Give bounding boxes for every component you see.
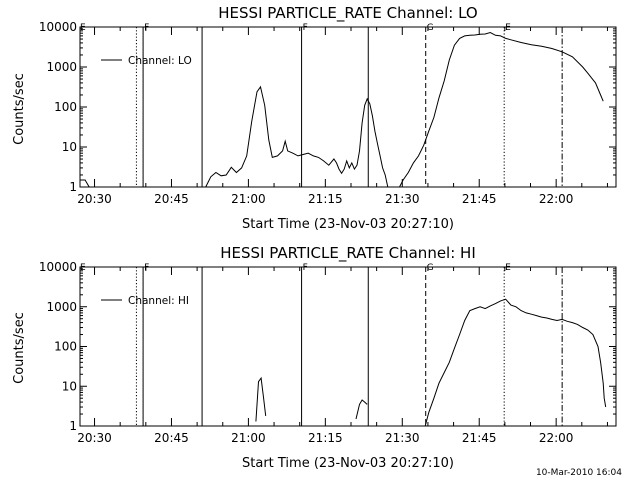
panel-lo-series-line (399, 31, 604, 188)
panel-lo-left-annotation: E (80, 23, 86, 33)
panel-lo-event-label: F (144, 23, 149, 33)
panel-hi-ytick-label: 10000 (39, 260, 77, 274)
panel-hi-event-label: E (505, 263, 511, 273)
panel-lo-xtick-label: 21:00 (231, 192, 266, 206)
panel-lo-ytick-label: 1 (69, 180, 77, 194)
panel-lo-ytick-label: 10000 (39, 20, 77, 34)
panel-lo-xtick-label: 20:45 (154, 192, 189, 206)
panel-hi-xtick-label: 20:30 (77, 431, 112, 445)
panel-lo-legend-label: Channel: LO (128, 55, 192, 67)
panel-lo-xtick-label: 20:30 (77, 192, 112, 206)
panel-lo-xtick-label: 21:45 (462, 192, 497, 206)
panel-hi-event-label: F (303, 263, 308, 273)
panel-hi-xtick-label: 21:15 (308, 431, 343, 445)
panel-lo-ytick-label: 100 (54, 100, 77, 114)
panel-lo: HESSI PARTICLE_RATE Channel: LO Counts/s… (12, 4, 617, 232)
panel-lo-series-line (80, 179, 95, 188)
panel-hi: HESSI PARTICLE_RATE Channel: HI Counts/s… (12, 244, 617, 471)
panel-lo-ytick-label: 10 (62, 140, 77, 154)
panel-hi-xtick-label: 21:45 (462, 431, 497, 445)
panel-lo-series-line (205, 85, 389, 188)
footer-timestamp: 10-Mar-2010 16:04 (536, 468, 622, 478)
panel-hi-xtick-label: 20:45 (154, 431, 189, 445)
panel-lo-xtick-label: 22:00 (539, 192, 574, 206)
panel-lo-ylabel: Counts/sec (12, 73, 27, 145)
panel-hi-event-label: F (144, 263, 149, 273)
panel-lo-title: HESSI PARTICLE_RATE Channel: LO (218, 4, 477, 23)
panel-lo-xtick-label: 21:30 (385, 192, 420, 206)
panel-hi-legend: Channel: HI (101, 295, 189, 307)
panel-hi-xtick-label: 22:00 (539, 431, 574, 445)
panel-hi-ytick-label: 1000 (46, 300, 77, 314)
panel-hi-ytick-label: 1 (69, 419, 77, 433)
panel-hi-event-label: G (427, 263, 434, 273)
panel-lo-xlabel: Start Time (23-Nov-03 20:27:10) (242, 217, 454, 232)
panel-hi-xtick-label: 21:30 (385, 431, 420, 445)
panel-hi-ylabel: Counts/sec (12, 312, 27, 384)
panel-hi-series-line (255, 376, 267, 422)
panel-hi-xtick-label: 21:00 (231, 431, 266, 445)
panel-hi-left-annotation: E (80, 263, 86, 273)
panel-hi-ytick-label: 100 (54, 340, 77, 354)
panel-lo-legend: Channel: LO (101, 55, 192, 67)
panel-hi-plot-frame (79, 266, 617, 427)
panel-lo-event-label: F (303, 23, 308, 33)
panel-hi-xlabel: Start Time (23-Nov-03 20:27:10) (242, 456, 454, 471)
panel-hi-series-line (355, 399, 368, 420)
panel-hi-series-line (424, 298, 607, 427)
panel-hi-title: HESSI PARTICLE_RATE Channel: HI (220, 244, 476, 263)
panel-lo-xtick-label: 21:15 (308, 192, 343, 206)
panel-lo-ytick-label: 1000 (46, 60, 77, 74)
panel-lo-event-label: E (505, 23, 511, 33)
panel-lo-event-label: G (427, 23, 434, 33)
panel-hi-legend-label: Channel: HI (128, 295, 189, 307)
panel-hi-ytick-label: 10 (62, 379, 77, 393)
